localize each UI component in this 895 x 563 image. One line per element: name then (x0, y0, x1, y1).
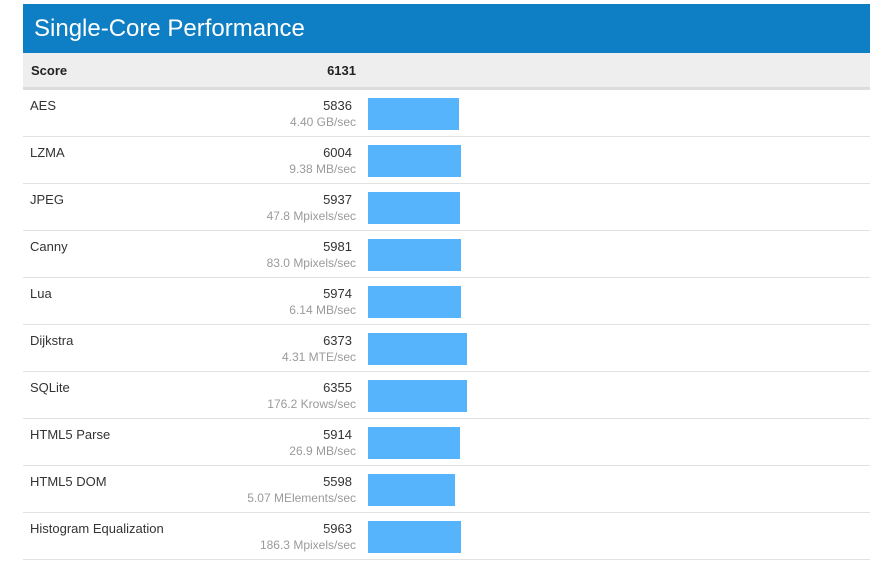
score-label: Score (31, 63, 68, 78)
benchmark-score: 6373 (323, 333, 352, 348)
benchmark-score: 6355 (323, 380, 352, 395)
benchmark-bar (368, 98, 459, 130)
panel-title: Single-Core Performance (23, 4, 870, 53)
benchmark-row: AES 5836 4.40 GB/sec (23, 90, 870, 137)
benchmark-row: SQLite 6355 176.2 Krows/sec (23, 372, 870, 419)
benchmark-score: 5914 (323, 427, 352, 442)
benchmark-row: Canny 5981 83.0 Mpixels/sec (23, 231, 870, 278)
benchmark-bar (368, 380, 467, 412)
benchmark-name: LZMA (30, 145, 65, 160)
benchmark-rate: 26.9 MB/sec (289, 444, 356, 458)
benchmark-bar (368, 192, 460, 224)
score-value: 6131 (327, 63, 356, 78)
benchmark-bar (368, 239, 461, 271)
benchmark-row: Histogram Equalization 5963 186.3 Mpixels/… (23, 513, 870, 560)
benchmark-bar (368, 333, 467, 365)
benchmark-bar (368, 286, 461, 318)
benchmark-rate: 6.14 MB/sec (289, 303, 356, 317)
benchmark-name: Canny (30, 239, 68, 254)
benchmark-score: 5974 (323, 286, 352, 301)
benchmark-rate: 83.0 Mpixels/sec (266, 256, 356, 270)
score-summary-row: Score 6131 (23, 53, 870, 90)
benchmark-row: LZMA 6004 9.38 MB/sec (23, 137, 870, 184)
benchmark-rate: 186.3 Mpixels/sec (259, 538, 356, 552)
benchmark-name: HTML5 Parse (30, 427, 111, 442)
benchmark-name: Lua (30, 286, 52, 301)
benchmark-score: 5937 (323, 192, 352, 207)
benchmark-row: Dijkstra 6373 4.31 MTE/sec (23, 325, 870, 372)
benchmark-row: JPEG 5937 47.8 Mpixels/sec (23, 184, 870, 231)
benchmark-bar (368, 427, 460, 459)
benchmark-score: 5963 (323, 521, 352, 536)
benchmark-rows: AES 5836 4.40 GB/sec LZMA 6004 9.38 MB/sec JPE… (23, 90, 870, 560)
benchmark-rate: 176.2 Krows/sec (267, 397, 356, 411)
benchmark-name: JPEG (30, 192, 64, 207)
benchmark-bar (368, 521, 461, 553)
benchmark-score: 6004 (323, 145, 352, 160)
benchmark-bar (368, 474, 455, 506)
benchmark-name: Histogram Equalization (30, 521, 164, 536)
benchmark-row: Lua 5974 6.14 MB/sec (23, 278, 870, 325)
benchmark-name: Dijkstra (30, 333, 74, 348)
single-core-panel: Single-Core Performance Score 6131 AES 58… (23, 4, 870, 560)
benchmark-score: 5836 (323, 98, 352, 113)
benchmark-score: 5981 (323, 239, 352, 254)
benchmark-rate: 4.31 MTE/sec (281, 350, 356, 364)
benchmark-rate: 4.40 GB/sec (289, 115, 356, 129)
benchmark-bar (368, 145, 461, 177)
benchmark-row: HTML5 Parse 5914 26.9 MB/sec (23, 419, 870, 466)
benchmark-rate: 47.8 Mpixels/sec (266, 209, 356, 223)
benchmark-name: SQLite (30, 380, 70, 395)
benchmark-name: AES (30, 98, 57, 113)
benchmark-rate: 5.07 MElements/sec (247, 491, 356, 505)
benchmark-score: 5598 (323, 474, 352, 489)
benchmark-row: HTML5 DOM 5598 5.07 MElements/sec (23, 466, 870, 513)
benchmark-name: HTML5 DOM (30, 474, 107, 489)
benchmark-rate: 9.38 MB/sec (289, 162, 356, 176)
